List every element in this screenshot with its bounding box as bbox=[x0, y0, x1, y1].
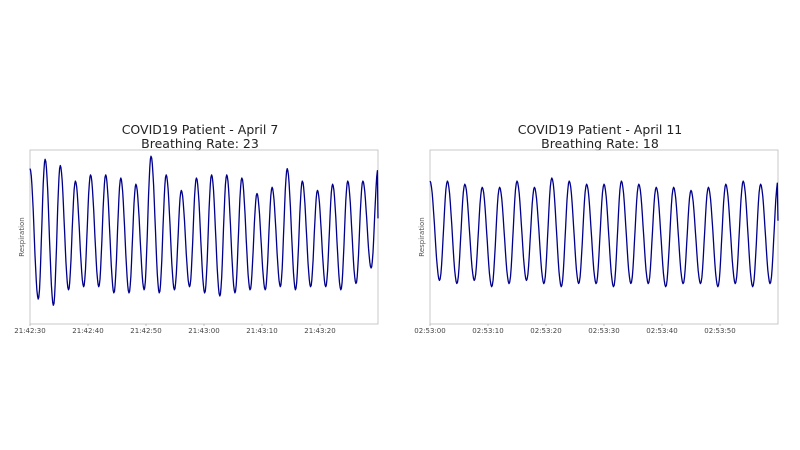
axes-frame bbox=[29, 149, 379, 325]
y-axis-label: Respiration bbox=[418, 217, 426, 256]
x-tick-label: 21:42:30 bbox=[14, 327, 45, 335]
chart-title: COVID19 Patient - April 11 Breathing Rat… bbox=[410, 123, 790, 151]
x-tick-label: 21:42:50 bbox=[130, 327, 161, 335]
chart-title: COVID19 Patient - April 7 Breathing Rate… bbox=[10, 123, 390, 151]
x-tick-label: 02:53:50 bbox=[704, 327, 735, 335]
chart-panel-april-11: COVID19 Patient - April 11 Breathing Rat… bbox=[410, 120, 790, 340]
chart-subtitle: Breathing Rate: 18 bbox=[541, 136, 659, 151]
respiration-series-line bbox=[29, 155, 379, 306]
x-tick-label: 02:53:20 bbox=[530, 327, 561, 335]
x-tick-label: 02:53:40 bbox=[646, 327, 677, 335]
x-tick-label: 21:43:20 bbox=[304, 327, 335, 335]
axes-frame bbox=[429, 149, 779, 325]
chart-april-11: Respiration 02:53:00 02:53:10 02:53:20 02:53… bbox=[414, 149, 779, 335]
chart-title-main: COVID19 Patient - April 7 bbox=[121, 122, 279, 137]
chart-title-main: COVID19 Patient - April 11 bbox=[517, 122, 683, 137]
chart-subtitle: Breathing Rate: 23 bbox=[141, 136, 259, 151]
x-tick-label: 21:42:40 bbox=[72, 327, 103, 335]
x-tick-label: 21:43:00 bbox=[188, 327, 219, 335]
x-tick-label: 02:53:10 bbox=[472, 327, 503, 335]
x-tick-label: 02:53:00 bbox=[414, 327, 445, 335]
respiration-series-line bbox=[429, 177, 779, 288]
x-tick-label: 02:53:30 bbox=[588, 327, 619, 335]
chart-panel-april-7: COVID19 Patient - April 7 Breathing Rate… bbox=[10, 120, 390, 340]
y-axis-label: Respiration bbox=[18, 217, 26, 256]
chart-april-7: Respiration 21:42:30 21:42:40 21:42:50 21:43… bbox=[14, 149, 379, 335]
x-tick-label: 21:43:10 bbox=[246, 327, 277, 335]
